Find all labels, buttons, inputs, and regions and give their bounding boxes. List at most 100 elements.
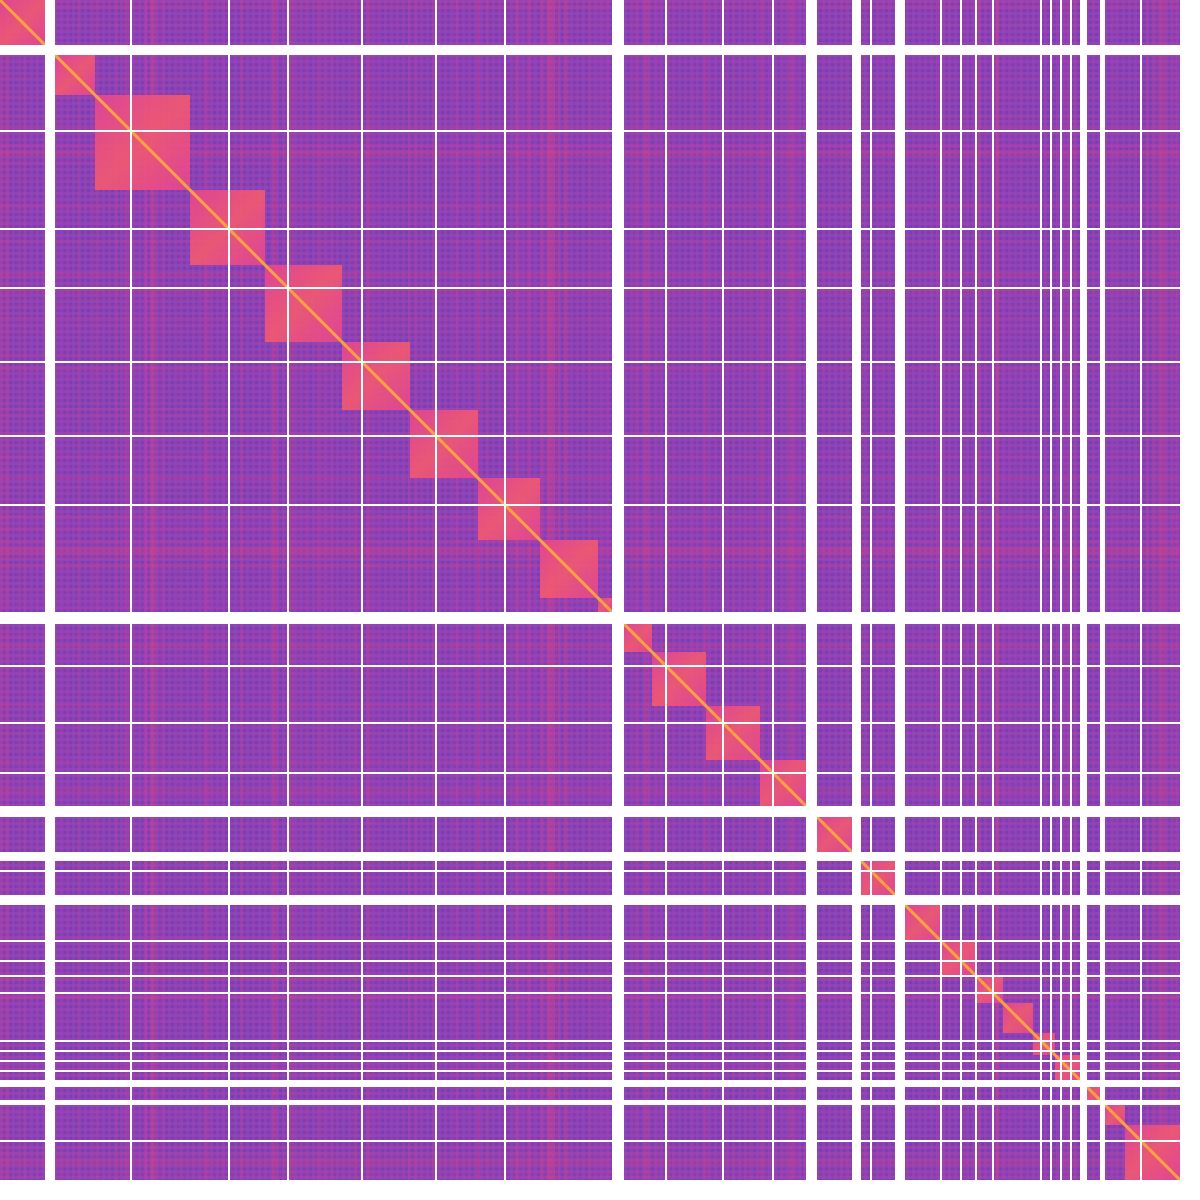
heatmap-texture-column xyxy=(62,0,65,1200)
heatmap-texture-column xyxy=(738,0,741,1200)
heatmap-texture-row xyxy=(0,531,1200,535)
heatmap-texture-column xyxy=(393,0,397,1200)
heatmap-texture-row xyxy=(0,291,1200,295)
heatmap-thin-gap-row xyxy=(0,435,1200,437)
heatmap-texture-row xyxy=(0,1161,1200,1167)
heatmap-texture-column xyxy=(453,0,459,1200)
heatmap-texture-column xyxy=(485,0,488,1200)
heatmap-texture-row xyxy=(0,1159,1200,1164)
heatmap-texture-row xyxy=(0,272,1200,276)
heatmap-texture-row xyxy=(0,732,1200,735)
heatmap-texture-row xyxy=(0,62,1200,65)
heatmap-texture-row xyxy=(0,656,1200,659)
heatmap-thin-gap-row xyxy=(0,870,1200,872)
heatmap-texture-column xyxy=(714,0,717,1200)
heatmap-texture-row xyxy=(0,703,1200,708)
heatmap-texture-column xyxy=(331,0,334,1200)
heatmap-texture-row xyxy=(0,707,1200,710)
heatmap-texture-row xyxy=(0,223,1200,226)
heatmap-thin-gap-column xyxy=(228,0,230,1200)
heatmap-texture-row xyxy=(0,144,1200,148)
heatmap-texture-row xyxy=(0,57,1200,60)
heatmap-texture-column xyxy=(361,0,365,1200)
heatmap-texture-row xyxy=(0,514,1200,519)
heatmap-texture-column xyxy=(1002,0,1007,1200)
heatmap-texture-row xyxy=(0,324,1200,329)
heatmap-texture-column xyxy=(407,0,410,1200)
heatmap-texture-row xyxy=(0,396,1200,398)
heatmap-texture-row xyxy=(0,475,1200,481)
heatmap-texture-column xyxy=(555,0,557,1200)
heatmap-texture-row xyxy=(0,547,1200,552)
heatmap-texture-column xyxy=(860,0,864,1200)
heatmap-texture-row xyxy=(0,526,1200,531)
heatmap-texture-row xyxy=(0,943,1200,946)
heatmap-texture-row xyxy=(0,351,1200,354)
heatmap-texture-column xyxy=(353,0,359,1200)
heatmap-thin-gap-column xyxy=(870,0,872,1200)
heatmap-texture-row xyxy=(0,702,1200,706)
heatmap-texture-column xyxy=(1151,0,1155,1200)
heatmap-texture-column xyxy=(465,0,468,1200)
heatmap-texture-column xyxy=(143,0,148,1200)
heatmap-texture-row xyxy=(0,1146,1200,1149)
heatmap-texture-column xyxy=(288,0,294,1200)
heatmap-texture-column xyxy=(690,0,695,1200)
heatmap-gap-column xyxy=(895,0,905,1200)
heatmap-texture-column xyxy=(1040,0,1044,1200)
heatmap-thin-gap-column xyxy=(130,0,132,1200)
heatmap-texture-column xyxy=(366,0,372,1200)
heatmap-texture-row xyxy=(0,563,1200,566)
heatmap-texture-column xyxy=(514,0,519,1200)
heatmap-texture-row xyxy=(0,432,1200,435)
heatmap-texture-column xyxy=(160,0,165,1200)
heatmap-gap-row xyxy=(0,852,1200,861)
heatmap-thin-gap-column xyxy=(287,0,289,1200)
heatmap-texture-column xyxy=(788,0,791,1200)
heatmap-texture-column xyxy=(565,0,569,1200)
heatmap-texture-column xyxy=(1153,0,1158,1200)
heatmap-gap-column xyxy=(45,0,55,1200)
heatmap-texture-row xyxy=(0,555,1200,557)
heatmap-thin-gap-column xyxy=(1040,0,1042,1200)
heatmap-texture-row xyxy=(0,802,1200,804)
heatmap-texture-column xyxy=(656,0,659,1200)
heatmap-texture-column xyxy=(1159,0,1164,1200)
heatmap-texture-column xyxy=(1018,0,1023,1200)
heatmap-thin-gap-row xyxy=(0,1040,1200,1042)
heatmap-texture-column xyxy=(1072,0,1077,1200)
heatmap-texture-column xyxy=(76,0,80,1200)
heatmap-texture-row xyxy=(0,160,1200,165)
heatmap-gap-row xyxy=(0,1180,1200,1200)
heatmap-texture-row xyxy=(0,977,1200,981)
heatmap-texture-row xyxy=(0,1018,1200,1023)
heatmap-texture-row xyxy=(0,1104,1200,1108)
heatmap-texture-row xyxy=(0,1072,1200,1077)
heatmap-texture-row xyxy=(0,667,1200,671)
heatmap-texture-row xyxy=(0,714,1200,717)
heatmap-texture-column xyxy=(331,0,335,1200)
heatmap-texture-column xyxy=(272,0,276,1200)
heatmap-texture-row xyxy=(0,790,1200,793)
heatmap-texture-row xyxy=(0,528,1200,530)
heatmap-texture-row xyxy=(0,581,1200,584)
heatmap-texture-column xyxy=(163,0,166,1200)
heatmap-texture-column xyxy=(547,0,552,1200)
heatmap-texture-row xyxy=(0,84,1200,87)
heatmap-texture-column xyxy=(152,0,157,1200)
heatmap-texture-row xyxy=(0,204,1200,209)
heatmap-texture-row xyxy=(0,320,1200,325)
heatmap-texture-column xyxy=(223,0,226,1200)
heatmap-texture-column xyxy=(943,0,946,1200)
heatmap-texture-column xyxy=(456,0,458,1200)
heatmap-thin-gap-row xyxy=(0,975,1200,977)
heatmap-texture-column xyxy=(258,0,261,1200)
heatmap-texture-row xyxy=(0,1153,1200,1158)
heatmap-texture-column xyxy=(23,0,26,1200)
heatmap-texture-row xyxy=(0,1172,1200,1178)
